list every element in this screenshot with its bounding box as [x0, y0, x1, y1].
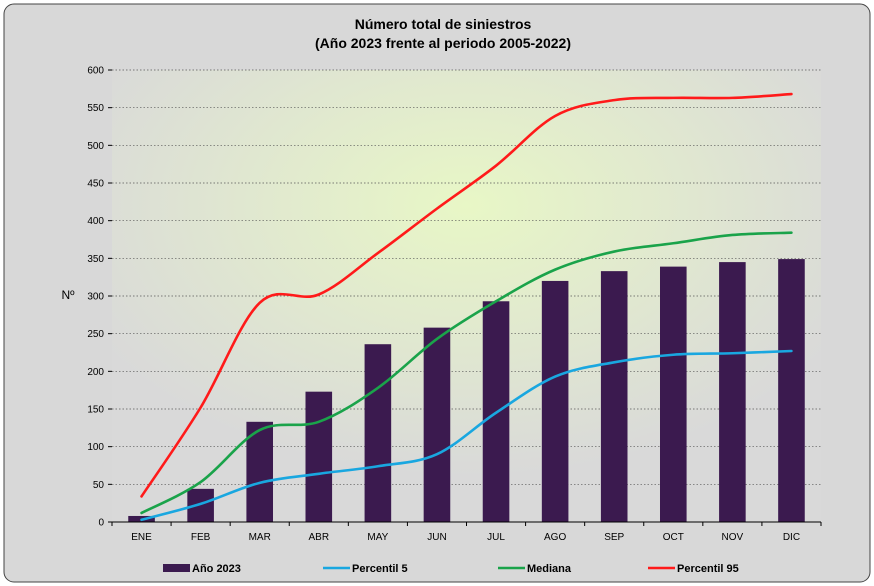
x-tick-label: ENE [131, 532, 152, 543]
y-axis-label: Nº [61, 288, 75, 302]
y-tick-label: 250 [87, 329, 104, 340]
x-tick-labels: ENE FEB MAR ABR MAY JUN JUL AGO SEP OCT NOV DIC [111, 522, 822, 543]
x-tick-label: MAY [367, 532, 388, 543]
y-tick-label: 450 [87, 179, 104, 190]
y-tick-label: 500 [87, 141, 104, 152]
bar-abr [305, 391, 333, 522]
x-tick-label: JUL [487, 532, 505, 543]
bar-dic [778, 259, 805, 522]
x-tick-label: MAR [249, 532, 271, 543]
bar-may [364, 344, 392, 522]
y-tick-label: 50 [93, 480, 105, 491]
bar-jun [423, 327, 451, 522]
y-tick-label: 350 [87, 254, 104, 265]
y-tick-label: 550 [87, 103, 104, 114]
line-percentil-5 [140, 349, 793, 522]
series-lines [140, 92, 793, 522]
legend-label: Percentil 5 [352, 563, 408, 575]
bars-ano-2023 [128, 259, 805, 522]
chart-title: Número total de siniestros [355, 16, 532, 32]
chart-subtitle: (Año 2023 frente al periodo 2005-2022) [315, 35, 571, 51]
legend-label: Año 2023 [192, 563, 241, 575]
y-tick-label: 150 [87, 405, 104, 416]
x-tick-label: OCT [663, 532, 684, 543]
x-tick-label: JUN [427, 532, 446, 543]
y-tick-label: 0 [98, 518, 104, 529]
legend-label: Percentil 95 [677, 563, 739, 575]
legend-swatch [163, 564, 190, 572]
y-tick-label: 100 [87, 442, 104, 453]
x-tick-label: SEP [604, 532, 624, 543]
y-tick-label: 300 [87, 292, 104, 303]
legend-label: Mediana [527, 563, 572, 575]
x-tick-label: AGO [544, 532, 566, 543]
bar-ago [541, 280, 569, 522]
bar-nov [719, 262, 746, 522]
bar-oct [659, 266, 687, 522]
y-tick-labels: 0 50 100 150 200 250 300 350 400 450 500 550 600 [87, 66, 112, 529]
line-mediana [140, 231, 793, 515]
line-percentil-95 [140, 92, 793, 498]
y-tick-label: 200 [87, 367, 104, 378]
x-tick-label: NOV [722, 532, 744, 543]
grid-lines [112, 69, 821, 485]
x-tick-label: FEB [191, 532, 211, 543]
x-tick-label: ABR [309, 532, 330, 543]
legend: Año 2023 Percentil 5 Mediana Percentil 95 [163, 563, 739, 575]
y-tick-label: 600 [87, 66, 104, 77]
bar-sep [600, 271, 628, 522]
bar-mar [246, 421, 274, 522]
x-tick-label: DIC [783, 532, 800, 543]
y-tick-label: 400 [87, 216, 104, 227]
